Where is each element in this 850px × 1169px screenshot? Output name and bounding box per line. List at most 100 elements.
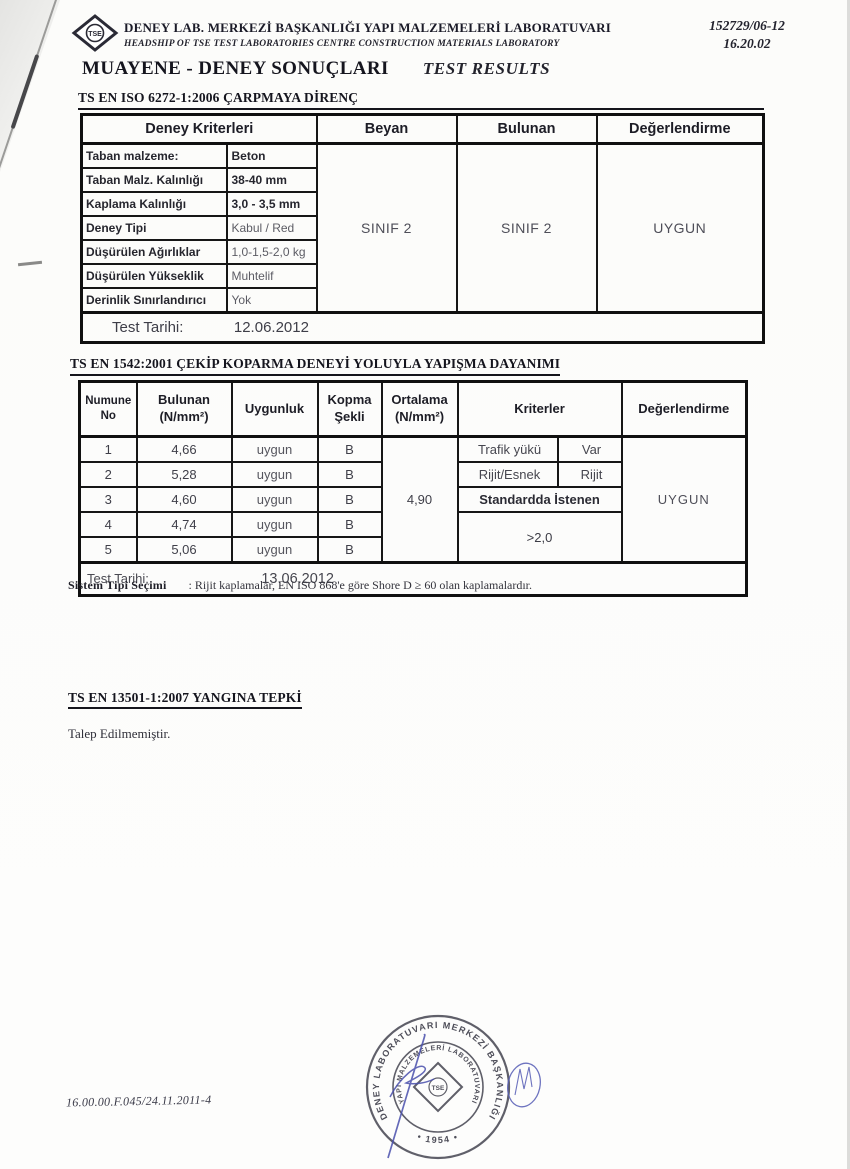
fire-section-body: Talep Edilmemiştir. xyxy=(68,726,171,741)
report-code: 16.20.02 xyxy=(723,36,771,52)
conformity-value: uygun xyxy=(230,461,319,488)
found-value: 4,60 xyxy=(135,486,233,513)
col-sample-no: Numune No xyxy=(78,380,138,438)
table-row: 4 4,74 uygun B >2,0 xyxy=(78,511,747,564)
official-stamp: DENEY LABORATUVARI MERKEZİ BAŞKANLIĞI YA… xyxy=(350,1005,560,1169)
row-label: Kaplama Kalınlığı xyxy=(80,191,228,217)
table-row: Taban Malz. Kalınlığı 38-40 mm xyxy=(80,167,764,193)
scan-edge-mark xyxy=(17,260,43,267)
org-header: DENEY LAB. MERKEZİ BAŞKANLIĞI YAPI MALZE… xyxy=(124,20,611,49)
row-label: Taban Malz. Kalınlığı xyxy=(80,167,228,193)
adhesion-table: Numune No Bulunan (N/mm²) Uygunluk Kopma… xyxy=(78,380,749,597)
col-found: Bulunan (N/mm²) xyxy=(135,380,233,438)
tse-stamp-icon xyxy=(365,1014,511,1160)
break-type-value: B xyxy=(316,435,383,463)
col-evaluation: Değerlendirme xyxy=(595,113,765,145)
conformity-value: uygun xyxy=(230,486,319,513)
impact-table-header: Deney Kriterleri Beyan Bulunan Değerlend… xyxy=(80,113,765,145)
bulunan-value: SINIF 2 xyxy=(455,142,598,314)
evaluation-value: UYGUN xyxy=(595,142,765,314)
col-beyan: Beyan xyxy=(315,113,458,145)
col-break-type: Kopma Şekli xyxy=(316,380,383,438)
col-evaluation: Değerlendirme xyxy=(620,380,748,438)
row-label: Taban malzeme: xyxy=(80,142,228,169)
row-label: Düşürülen Yükseklik xyxy=(80,263,228,289)
table-row: 2 5,28 uygun B Rijit/Esnek Rijit xyxy=(78,461,747,488)
tse-logo-icon: TSE xyxy=(70,13,120,60)
adhesion-test-date-row: Test Tarihi: 13.06.2012 xyxy=(78,561,748,597)
average-value: 4,90 xyxy=(380,435,459,564)
title-english: TEST RESULTS xyxy=(422,59,551,78)
break-type-value: B xyxy=(316,461,383,488)
table-row: Kaplama Kalınlığı 3,0 - 3,5 mm xyxy=(80,191,764,217)
stamp-year-text: • 1954 • xyxy=(416,1131,458,1145)
table-row: 1 4,66 uygun B 4,90 Trafik yükü Var UYGU… xyxy=(78,435,748,564)
impact-section-heading: TS EN ISO 6272-1:2006 ÇARPMAYA DİRENÇ xyxy=(78,90,764,110)
row-value: 1,0-1,5-2,0 kg xyxy=(225,239,318,265)
table-row: 5 5,06 uygun B xyxy=(78,536,747,564)
test-date-value: 13.06.2012 xyxy=(261,571,334,587)
system-type-note: Sistem Tipi Seçimi : Rijit kaplamalar, E… xyxy=(68,578,532,593)
paraph-initials xyxy=(507,1062,541,1108)
row-value: Muhtelif xyxy=(225,263,318,289)
evaluation-value: UYGUN xyxy=(620,435,748,564)
svg-text:DENEY LABORATUVARI MERKEZİ BAŞ: DENEY LABORATUVARI MERKEZİ BAŞKANLIĞI xyxy=(371,1020,505,1122)
test-date-label: Test Tarihi: xyxy=(87,571,149,586)
col-criteria: Deney Kriterleri xyxy=(80,113,318,145)
row-label: Deney Tipi xyxy=(80,215,228,241)
svg-text:• 1954 •: • 1954 • xyxy=(416,1131,460,1145)
col-criteria: Kriterler xyxy=(456,380,623,438)
impact-table: Deney Kriterleri Beyan Bulunan Değerlend… xyxy=(80,113,765,344)
adhesion-table-header: Numune No Bulunan (N/mm²) Uygunluk Kopma… xyxy=(78,380,748,438)
table-row: Düşürülen Ağırlıklar 1,0-1,5-2,0 kg xyxy=(80,239,764,265)
break-type-value: B xyxy=(316,511,383,538)
found-value: 5,28 xyxy=(135,461,233,488)
sample-no: 1 xyxy=(78,435,138,463)
sample-no: 5 xyxy=(78,536,138,564)
criteria-rigid-value: Rijit xyxy=(556,461,623,488)
form-number: 16.00.00.F.045/24.11.2011-4 xyxy=(65,1092,212,1110)
beyan-value: SINIF 2 xyxy=(315,142,458,314)
row-label: Derinlik Sınırlandırıcı xyxy=(80,287,228,314)
test-date-value: 12.06.2012 xyxy=(233,318,309,336)
table-row: Deney Tipi Kabul / Red xyxy=(80,215,764,241)
sample-no: 4 xyxy=(78,511,138,538)
row-value: 38-40 mm xyxy=(225,167,318,193)
row-value: 3,0 - 3,5 mm xyxy=(225,191,318,217)
scan-corner-fold xyxy=(0,0,60,172)
row-value: Yok xyxy=(225,287,318,314)
col-average: Ortalama (N/mm²) xyxy=(380,380,459,438)
table-row: Taban malzeme: Beton SINIF 2 SINIF 2 UYG… xyxy=(80,142,765,314)
table-row: 3 4,60 uygun B Standardda İstenen xyxy=(78,486,747,513)
adhesion-section-heading: TS EN 1542:2001 ÇEKİP KOPARMA DENEYİ YOL… xyxy=(70,356,561,376)
stamp-center-text: TSE xyxy=(432,1085,445,1092)
criteria-rigid-label: Rijit/Esnek xyxy=(456,461,559,488)
table-row: Düşürülen Yükseklik Muhtelif xyxy=(80,263,764,289)
row-value: Beton xyxy=(225,142,318,169)
stamp-outer-text: DENEY LABORATUVARI MERKEZİ BAŞKANLIĞI xyxy=(371,1020,504,1122)
report-number: 152729/06-12 xyxy=(709,18,785,33)
signature xyxy=(387,1033,435,1159)
col-bulunan: Bulunan xyxy=(455,113,598,145)
fire-section-heading: TS EN 13501-1:2007 YANGINA TEPKİ xyxy=(68,690,302,709)
criteria-standard-label: Standardda İstenen xyxy=(456,486,623,513)
sample-no: 3 xyxy=(78,486,138,513)
org-name-turkish: DENEY LAB. MERKEZİ BAŞKANLIĞI YAPI MALZE… xyxy=(124,20,611,35)
impact-test-date-row: Test Tarihi: 12.06.2012 xyxy=(80,311,765,344)
row-value: Kabul / Red xyxy=(225,215,318,241)
title-turkish: MUAYENE - DENEY SONUÇLARI xyxy=(82,58,389,79)
system-type-label: Sistem Tipi Seçimi xyxy=(68,578,167,592)
conformity-value: uygun xyxy=(230,536,319,564)
test-date-label: Test Tarihi: xyxy=(112,318,184,336)
scan-right-edge xyxy=(847,0,850,1169)
conformity-value: uygun xyxy=(230,511,319,538)
document-number-block: 152729/06-12 16.20.02 xyxy=(672,17,822,53)
found-value: 5,06 xyxy=(135,536,233,564)
org-name-english: HEADSHIP OF TSE TEST LABORATORIES CENTRE… xyxy=(124,39,560,49)
found-value: 4,66 xyxy=(135,435,233,463)
tse-logo-text: TSE xyxy=(88,31,102,38)
break-type-value: B xyxy=(316,486,383,513)
found-value: 4,74 xyxy=(135,511,233,538)
criteria-traffic-label: Trafik yükü xyxy=(456,435,559,463)
